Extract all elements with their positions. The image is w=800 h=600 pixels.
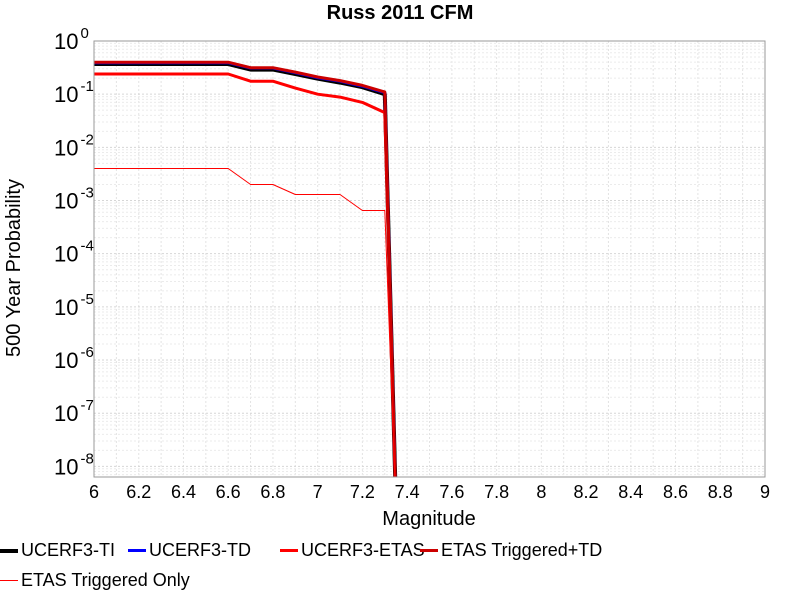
- plot-border: [93, 40, 766, 478]
- x-tick-label: 6.4: [171, 482, 196, 502]
- legend-item: UCERF3-ETAS: [280, 540, 425, 561]
- series-line: [94, 72, 397, 477]
- series-group: [94, 60, 398, 477]
- series-line: [94, 168, 396, 477]
- y-tick-exponent: -3: [80, 185, 93, 202]
- legend-label: UCERF3-TD: [149, 540, 251, 560]
- y-tick-label: 10 -6: [54, 344, 94, 373]
- x-tick-label: 8.2: [574, 482, 599, 502]
- x-tick-labels: 6 6.2 6.4 6.6 6.8 7 7.2 7.4 7.6 7.8 8 8.2 8.4 8.6 8.8 9: [89, 482, 770, 502]
- y-tick-label: 10 -7: [54, 397, 94, 426]
- legend-swatch: [0, 580, 18, 581]
- x-tick-label: 6.2: [126, 482, 151, 502]
- legend-item: UCERF3-TI: [0, 540, 115, 561]
- legend: UCERF3-TI UCERF3-TD UCERF3-ETAS ETAS Trigge…: [0, 538, 800, 600]
- y-tick-label: 10 0: [54, 25, 89, 54]
- y-tick-base: 10: [54, 242, 78, 267]
- y-tick-exponent: -5: [80, 291, 93, 308]
- legend-swatch: [280, 549, 298, 552]
- y-tick-label: 10 -5: [54, 291, 94, 320]
- y-tick-exponent: -2: [80, 131, 93, 148]
- x-tick-label: 7.6: [439, 482, 464, 502]
- x-tick-label: 8.6: [663, 482, 688, 502]
- x-tick-label: 7: [313, 482, 323, 502]
- x-tick-label: 8.8: [708, 482, 733, 502]
- legend-item: ETAS Triggered+TD: [420, 540, 602, 561]
- y-tick-label: 10 -8: [54, 450, 94, 479]
- y-tick-exponent: -8: [80, 450, 93, 467]
- y-tick-exponent: -1: [80, 78, 93, 95]
- x-tick-label: 9: [760, 482, 770, 502]
- y-axis-label: 500 Year Probability: [3, 179, 25, 357]
- x-tick-label: 7.4: [395, 482, 420, 502]
- series-line: [94, 60, 397, 477]
- y-tick-exponent: 0: [80, 25, 88, 42]
- x-tick-label: 6: [89, 482, 99, 502]
- legend-label: UCERF3-ETAS: [301, 540, 425, 560]
- x-tick-label: 6.8: [260, 482, 285, 502]
- y-tick-exponent: -6: [80, 344, 93, 361]
- legend-swatch: [128, 549, 146, 552]
- y-tick-base: 10: [54, 454, 78, 479]
- chart-title: Russ 2011 CFM: [327, 2, 474, 24]
- legend-swatch: [420, 549, 438, 552]
- x-tick-label: 7.2: [350, 482, 375, 502]
- y-tick-exponent: -4: [80, 238, 93, 255]
- y-tick-base: 10: [54, 189, 78, 214]
- y-tick-label: 10 -3: [54, 185, 94, 214]
- legend-item: UCERF3-TD: [128, 540, 251, 561]
- legend-label: ETAS Triggered+TD: [441, 540, 603, 560]
- legend-label: UCERF3-TI: [21, 540, 115, 560]
- y-tick-base: 10: [54, 135, 78, 160]
- grid: [93, 40, 766, 477]
- y-tick-label: 10 -4: [54, 238, 94, 267]
- y-tick-base: 10: [54, 82, 78, 107]
- y-tick-base: 10: [54, 348, 78, 373]
- y-tick-label: 10 -1: [54, 78, 94, 107]
- y-tick-base: 10: [54, 295, 78, 320]
- legend-swatch: [0, 548, 18, 553]
- legend-label: ETAS Triggered Only: [21, 570, 190, 590]
- x-tick-label: 8: [536, 482, 546, 502]
- y-tick-exponent: -7: [80, 397, 93, 414]
- y-tick-base: 10: [54, 401, 78, 426]
- x-tick-label: 8.4: [618, 482, 643, 502]
- x-tick-label: 7.8: [484, 482, 509, 502]
- y-tick-base: 10: [54, 29, 78, 54]
- x-tick-label: 6.6: [216, 482, 241, 502]
- y-tick-label: 10 -2: [54, 131, 94, 160]
- legend-item: ETAS Triggered Only: [0, 570, 190, 591]
- x-axis-label: Magnitude: [382, 508, 475, 530]
